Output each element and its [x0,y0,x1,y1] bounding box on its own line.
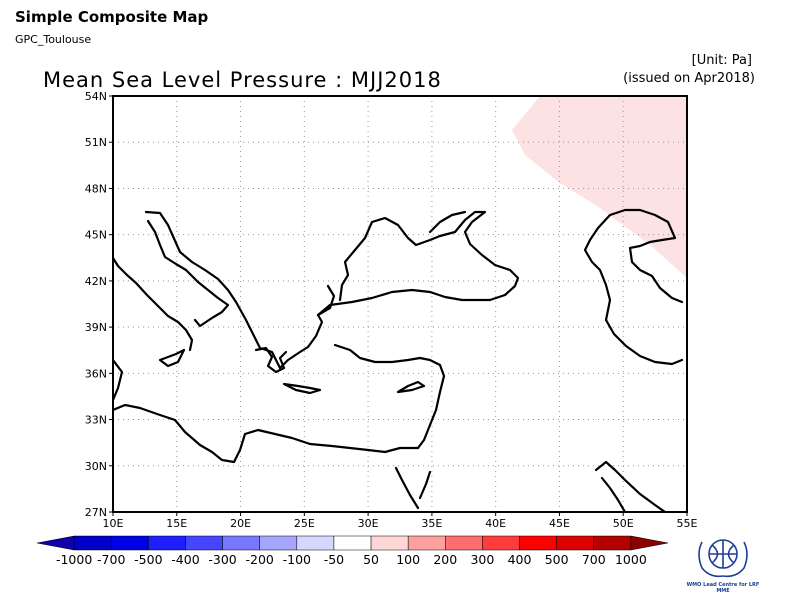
lat-tick-label: 51N [85,136,107,149]
colorbar-label: 700 [582,552,606,567]
colorbar-label: -700 [97,552,125,567]
colorbar-label: 1000 [615,552,647,567]
colorbar-label: -100 [283,552,311,567]
map-title: Mean Sea Level Pressure : MJJ2018 [43,68,442,92]
lon-tick-label: 45E [549,517,570,530]
colorbar-segment [73,535,112,551]
coastline-sardinia [113,358,124,402]
colorbar-segment [110,535,149,551]
coastline-turkey [316,268,520,378]
lat-tick-label: 39N [85,321,107,334]
colorbar-label: 400 [508,552,532,567]
coastline-italy [113,256,194,352]
coastline-crete [282,382,322,395]
colorbar-label: 500 [545,552,569,567]
lat-tick-label: 54N [85,90,107,103]
lon-tick-label: 55E [677,517,698,530]
colorbar-segment [148,535,186,551]
colorbar-segment [36,535,75,551]
lat-tick-label: 27N [85,506,107,519]
coastline-black-sea [338,210,512,302]
longitude-axis: 10E 15E 20E 25E 30E 35E 40E 45E 50E 55E [103,512,698,530]
coastline-greece [254,346,288,374]
colorbar-segment [593,535,632,551]
lat-tick-label: 42N [85,275,107,288]
lon-tick-label: 35E [421,517,442,530]
colorbar-label: -200 [246,552,274,567]
coastline-cyprus [396,380,426,394]
lon-tick-label: 20E [230,517,251,530]
colorbar-segment [333,535,372,551]
colorbar-segment [222,535,260,551]
coastline-north-africa [113,403,420,464]
coastline-sinai [394,466,432,510]
colorbar-label: -1000 [56,552,92,567]
latitude-axis: 54N 51N 48N 45N 42N 39N 36N 33N 30N 27N [85,90,113,519]
colorbar-segment [519,535,557,551]
lat-tick-label: 48N [85,182,107,195]
pressure-anomaly-area [512,96,687,278]
coastline-caspian [583,208,684,366]
lon-tick-label: 30E [358,517,379,530]
map-frame [112,95,688,513]
issued-label: (issued on Apr2018) [623,71,755,86]
lat-tick-label: 33N [85,414,107,427]
app-subtitle: GPC_Toulouse [15,33,92,46]
coastline-persian-gulf [594,460,667,512]
coastline-sicily [158,348,186,368]
lat-tick-label: 36N [85,367,107,380]
colorbar-label: 300 [470,552,494,567]
colorbar-segment [482,535,520,551]
colorbar-label: -500 [134,552,162,567]
colorbar-label: 50 [363,552,379,567]
coastline-levant [416,374,446,450]
wmo-logo [698,539,748,578]
colorbar-segment [370,535,409,551]
colorbar-label: -50 [324,552,344,567]
colorbar-labels: -1000 -700 -500 -400 -300 -200 -100 -50 50 100 200… [56,552,647,567]
lat-tick-label: 45N [85,229,107,242]
lon-tick-label: 10E [103,517,124,530]
coastline-balkans [144,210,336,370]
lon-tick-label: 40E [485,517,506,530]
colorbar-segment [185,535,223,551]
colorbar-label: -400 [171,552,199,567]
colorbar-segment [407,535,446,551]
lon-tick-label: 50E [613,517,634,530]
colorbar [36,535,669,551]
lon-tick-label: 15E [166,517,187,530]
colorbar-label: 200 [433,552,457,567]
unit-label: [Unit: Pa] [691,53,752,68]
colorbar-segment [445,535,483,551]
logo-caption: WMO Lead Centre for LRF MME [686,582,760,594]
coastline-azov [428,210,467,234]
colorbar-segment [296,535,335,551]
map-grid [113,96,687,512]
colorbar-label: -300 [208,552,236,567]
coastlines [113,208,684,512]
colorbar-label: 100 [396,552,420,567]
lat-tick-label: 30N [85,460,107,473]
lon-tick-label: 25E [294,517,315,530]
app-title: Simple Composite Map [15,8,209,26]
colorbar-segment [259,535,298,551]
coastline-adriatic [146,219,230,328]
colorbar-segment [556,535,595,551]
colorbar-segment [630,535,669,551]
